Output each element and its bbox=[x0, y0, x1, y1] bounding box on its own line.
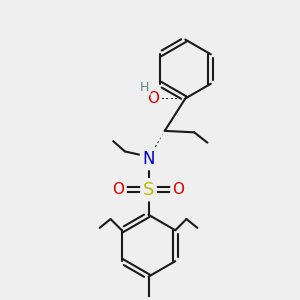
Text: O: O bbox=[172, 182, 184, 197]
Text: H: H bbox=[140, 81, 149, 94]
Text: N: N bbox=[142, 150, 155, 168]
Text: O: O bbox=[147, 91, 159, 106]
Text: S: S bbox=[143, 181, 154, 199]
Text: O: O bbox=[112, 182, 124, 197]
